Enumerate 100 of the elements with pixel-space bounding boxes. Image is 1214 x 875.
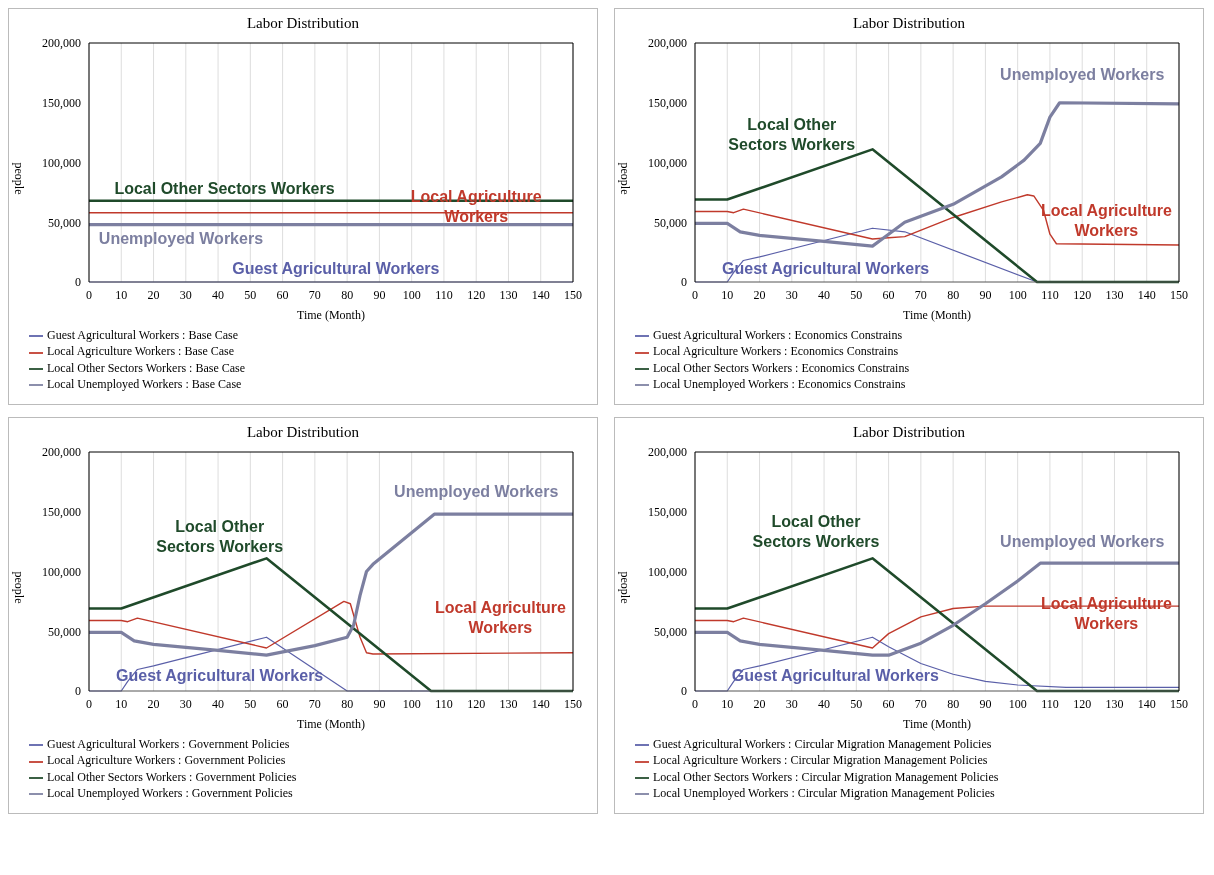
x-tick-label: 10 [115, 696, 128, 711]
x-tick-label: 100 [1008, 696, 1027, 711]
x-tick-label: 30 [785, 287, 798, 302]
y-tick-label: 50,000 [48, 624, 81, 639]
legend-label: Guest Agricultural Workers : Circular Migration Management Policies [653, 737, 992, 751]
x-tick-label: 0 [692, 696, 698, 711]
legend-label: Local Other Sectors Workers : Economics Constrains [653, 360, 910, 375]
y-tick-label: 150,000 [42, 96, 81, 111]
legend-label: Local Unemployed Workers : Base Case [47, 376, 242, 391]
x-tick-label: 20 [147, 696, 160, 711]
y-tick-label: 50,000 [48, 215, 81, 230]
x-tick-label: 20 [753, 696, 766, 711]
x-tick-label: 40 [818, 287, 831, 302]
x-tick-label: 150 [1170, 696, 1188, 711]
x-tick-label: 110 [435, 696, 453, 711]
x-tick-label: 140 [1137, 287, 1156, 302]
y-tick-label: 0 [681, 684, 687, 699]
x-tick-label: 60 [882, 287, 895, 302]
x-axis-title: Time (Month) [903, 308, 971, 322]
x-tick-label: 80 [341, 287, 354, 302]
line-series [693, 561, 1181, 657]
annotation: Unemployed Workers [1000, 66, 1165, 84]
x-tick-label: 120 [1073, 287, 1092, 302]
x-tick-label: 100 [402, 696, 421, 711]
y-tick-label: 200,000 [648, 445, 687, 460]
y-tick-label: 200,000 [42, 36, 81, 51]
x-tick-label: 130 [499, 696, 518, 711]
x-tick-label: 60 [276, 696, 289, 711]
legend-label: Local Unemployed Workers : Circular Migration Management Policies [653, 785, 995, 800]
x-tick-label: 30 [785, 696, 798, 711]
annotation: Unemployed Workers [394, 482, 559, 500]
annotation: Local Other Sectors Workers [728, 116, 856, 154]
x-tick-label: 0 [86, 287, 92, 302]
y-tick-label: 200,000 [42, 445, 81, 460]
x-tick-label: 140 [531, 696, 550, 711]
y-tick-label: 0 [75, 684, 81, 699]
y-tick-label: 100,000 [648, 155, 687, 170]
x-tick-label: 150 [564, 696, 582, 711]
x-tick-label: 100 [402, 287, 421, 302]
x-tick-label: 50 [850, 287, 863, 302]
y-tick-label: 150,000 [648, 96, 687, 111]
annotation: Unemployed Workers [1000, 533, 1165, 551]
legend-label: Local Unemployed Workers : Government Policies [47, 785, 293, 800]
x-tick-label: 60 [276, 287, 289, 302]
x-tick-label: 30 [179, 696, 192, 711]
y-axis-title: people [11, 571, 26, 604]
annotation: Local Agriculture Workers [434, 599, 566, 637]
y-axis-title: people [617, 571, 632, 604]
x-tick-label: 140 [1137, 696, 1156, 711]
x-tick-label: 100 [1008, 287, 1027, 302]
x-tick-label: 120 [467, 287, 486, 302]
chart-title: Labor Distribution [851, 14, 967, 32]
x-tick-label: 80 [947, 696, 960, 711]
x-tick-label: 70 [914, 696, 927, 711]
x-tick-label: 40 [212, 287, 225, 302]
annotation: Local Other Sectors Workers [156, 518, 284, 556]
x-axis-title: Time (Month) [297, 308, 365, 322]
legend-label: Local Other Sectors Workers : Circular Migration Management Policies [653, 769, 999, 784]
y-tick-label: 50,000 [654, 215, 687, 230]
x-tick-label: 0 [692, 287, 698, 302]
x-tick-label: 110 [1041, 696, 1059, 711]
x-tick-label: 20 [753, 287, 766, 302]
annotation: Local Other Sectors Workers [114, 180, 335, 198]
legend-label: Local Agriculture Workers : Base Case [47, 344, 235, 359]
x-tick-label: 140 [531, 287, 550, 302]
x-tick-label: 90 [373, 696, 386, 711]
x-tick-label: 60 [882, 696, 895, 711]
line-series [694, 194, 1180, 246]
y-tick-label: 200,000 [648, 36, 687, 51]
line-series [693, 101, 1181, 248]
chart-title: Labor Distribution [245, 423, 361, 441]
y-tick-label: 150,000 [42, 505, 81, 520]
line-series [87, 512, 575, 657]
x-tick-label: 150 [564, 287, 582, 302]
chart-title: Labor Distribution [245, 14, 361, 32]
legend-label: Guest Agricultural Workers : Government Policies [47, 737, 290, 751]
x-tick-label: 10 [115, 287, 128, 302]
x-tick-label: 120 [467, 696, 486, 711]
y-tick-label: 100,000 [42, 564, 81, 579]
y-axis-title: people [617, 162, 632, 195]
y-tick-label: 150,000 [648, 505, 687, 520]
x-tick-label: 120 [1073, 696, 1092, 711]
y-tick-label: 0 [75, 275, 81, 290]
legend-label: Local Agriculture Workers : Circular Migration Management Policies [653, 753, 988, 768]
legend-label: Guest Agricultural Workers : Base Case [47, 328, 239, 342]
x-tick-label: 70 [308, 287, 321, 302]
annotation: Local Agriculture Workers [1040, 202, 1172, 240]
line-series [88, 600, 574, 655]
y-tick-label: 100,000 [648, 564, 687, 579]
x-tick-label: 20 [147, 287, 160, 302]
x-tick-label: 0 [86, 696, 92, 711]
legend-label: Local Unemployed Workers : Economics Constrains [653, 376, 906, 391]
x-tick-label: 40 [818, 696, 831, 711]
x-tick-label: 150 [1170, 287, 1188, 302]
x-tick-label: 130 [1105, 287, 1124, 302]
x-axis-title: Time (Month) [903, 717, 971, 731]
x-tick-label: 80 [947, 287, 960, 302]
x-tick-label: 90 [373, 287, 386, 302]
legend-label: Guest Agricultural Workers : Economics Constrains [653, 328, 903, 342]
x-tick-label: 90 [979, 287, 992, 302]
